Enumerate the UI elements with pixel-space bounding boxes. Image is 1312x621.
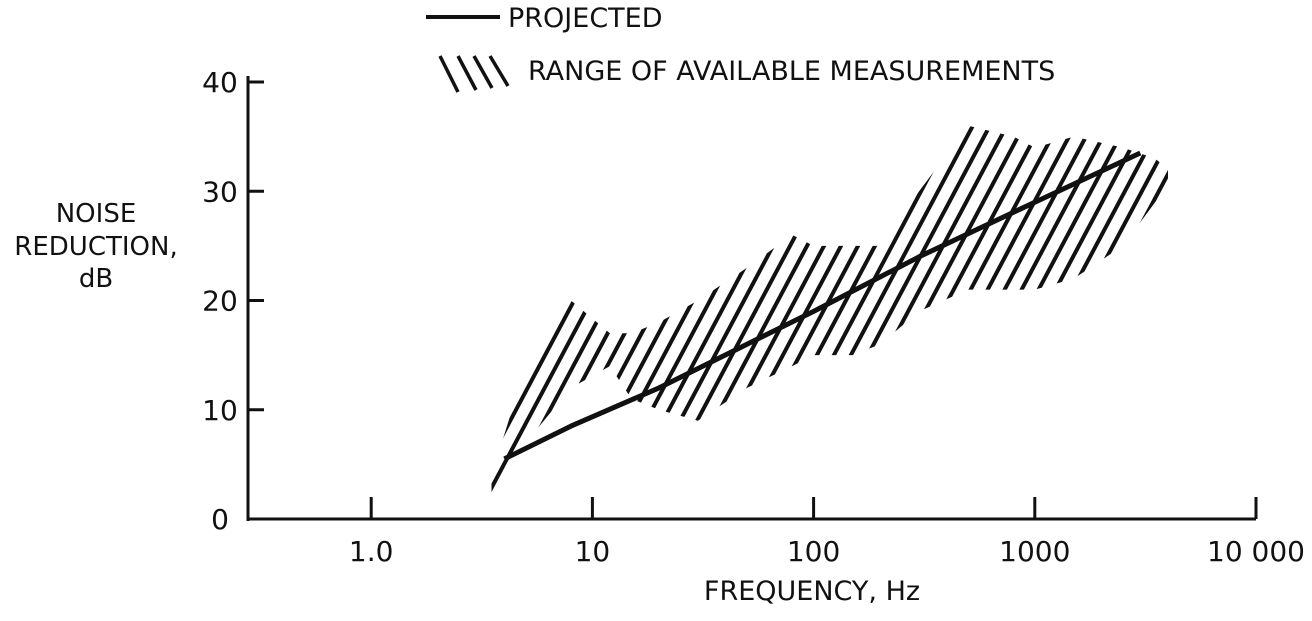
y-tick-label: 40 [202, 66, 238, 99]
measurement-range-band [491, 125, 1168, 498]
legend-hatch-symbol [438, 55, 510, 93]
legend-entry-projected: PROJECTED [508, 3, 663, 34]
y-axis-label-line-3: dB [79, 264, 113, 294]
y-tick-label: 0 [211, 503, 229, 536]
x-tick-label: 1000 [999, 535, 1070, 568]
legend-entry-range: RANGE OF AVAILABLE MEASUREMENTS [528, 56, 1055, 87]
y-axis-label-line-1: NOISE [56, 199, 137, 229]
x-axis-label: FREQUENCY, Hz [704, 576, 920, 607]
x-tick-label: 1.0 [349, 535, 394, 568]
x-tick-label: 10 [575, 535, 611, 568]
x-tick-label: 10 000 [1207, 535, 1305, 568]
y-tick-label: 30 [202, 175, 238, 208]
x-axis-ticks: 1.0 10 100 1000 10 000 [349, 497, 1305, 568]
x-tick-label: 100 [787, 535, 840, 568]
y-axis-ticks: 0 10 20 30 40 [202, 66, 264, 536]
legend: PROJECTED RANGE OF AVAILABLE MEASUREMENT… [426, 3, 1055, 93]
y-tick-label: 10 [202, 394, 238, 427]
y-axis-label-line-2: REDUCTION, [14, 232, 177, 262]
y-tick-label: 20 [202, 285, 238, 318]
projected-series-line [503, 150, 1142, 462]
